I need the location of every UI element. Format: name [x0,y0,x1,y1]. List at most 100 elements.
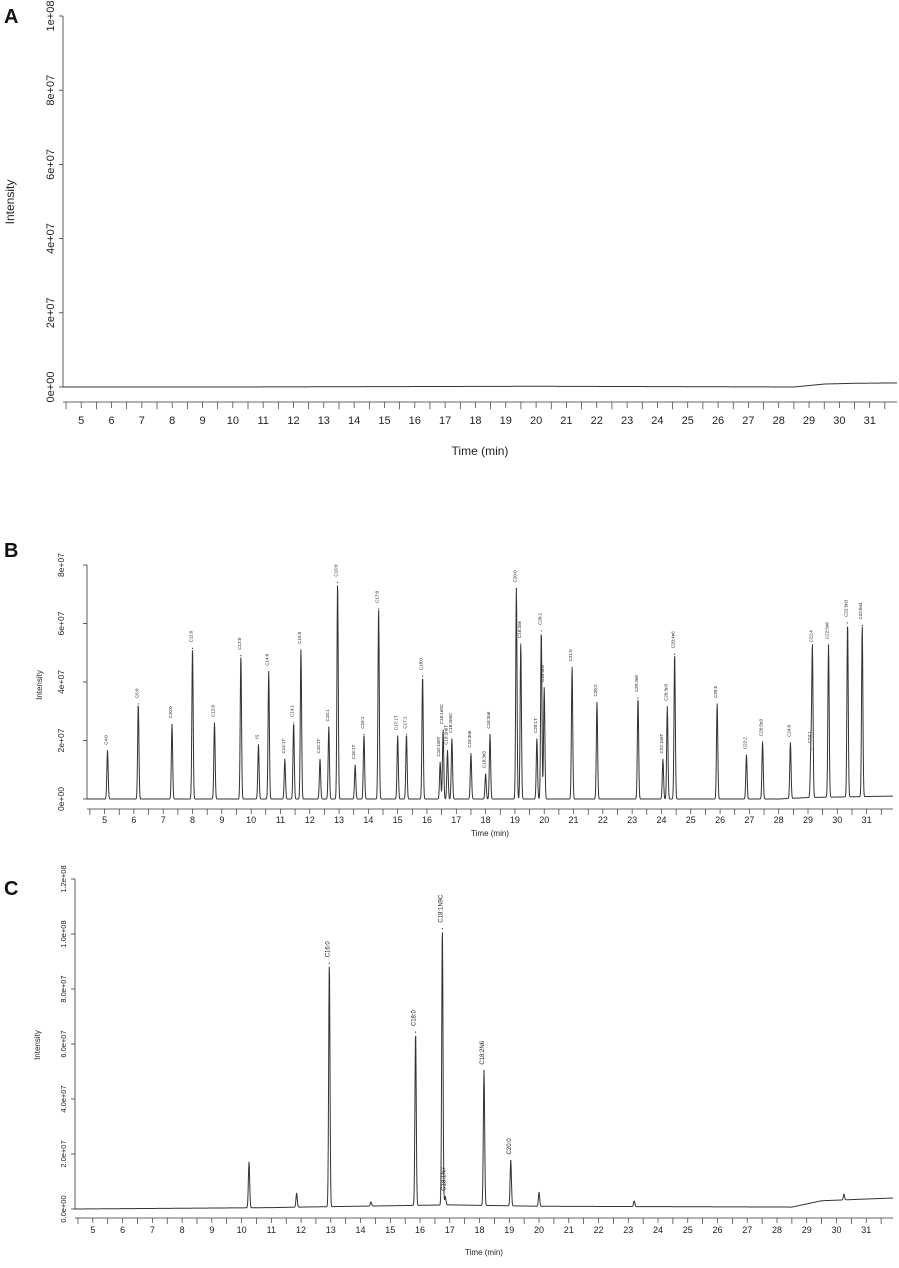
peak-label: C18:2n6T [444,725,449,745]
peak-apex [745,754,748,756]
panel-a: A 0e+00 2e+07 4e+07 6e+07 8e+07 1e+08 Intensit… [0,0,899,470]
chromatogram-c: 0.0e+00 2.0e+07 4.0e+07 6.0e+07 8.0e+07 1.0e+… [33,865,894,1257]
x-tick-label: 6 [108,415,114,427]
peak-label: C12:0 [210,704,215,717]
x-tick-label: 6 [120,1225,125,1235]
peak-label: C24:1 [807,731,812,744]
peak-label: C10:0 [168,706,173,719]
peak-label: C17:1T [394,715,399,730]
x-tick-label: 22 [591,415,603,427]
peak-label: C14:1 [290,704,295,717]
peak-apex [666,706,668,708]
peak-apex [540,630,542,632]
y-tick-label: 1e+08 [45,1,57,32]
peak-label: C11:0 [189,630,194,642]
y-tick-label: 4e+07 [45,223,57,254]
peak-apex [843,1193,845,1195]
peak-label: C18:1n9C [439,703,444,724]
peak-label: C20:0 [512,570,517,583]
peak-apex [827,644,830,646]
peak-label: C22:1n9T [659,733,664,753]
peak-apex [397,735,399,737]
peak-label: C18:2n6 [517,620,522,638]
peak-label: C18:0 [419,658,424,671]
x-tick-label: 16 [422,815,432,825]
y-tick-label: 1.0e+08 [59,920,68,947]
y-tick-label: 0.0e+00 [59,1195,68,1222]
y-tick-label: 2.0e+07 [59,1140,68,1167]
peak-label: C17:1 [402,716,407,729]
x-tick-label: 21 [569,815,579,825]
x-tick-label: 22 [598,815,608,825]
peak-apex [405,734,408,736]
peak-label: C20:4n6 [671,631,676,649]
x-tick-label: 29 [803,415,815,427]
x-tick-label: 26 [712,1225,722,1235]
x-tick-label: 19 [500,415,512,427]
chromatogram-b: 0e+00 2e+07 4e+07 6e+07 8e+07 Intensity 5 6 7 8 9 1… [35,553,894,838]
x-tick-label: 28 [772,1225,782,1235]
x-tick-label: 9 [199,415,205,427]
peak-label: C18:3n3 [482,751,487,769]
peak-apex [662,758,664,761]
x-tick-label: 25 [682,415,694,427]
x-tick-label: 19 [510,815,520,825]
x-tick-label: 29 [803,815,813,825]
peak-apex [336,581,339,584]
x-tick-label: 12 [305,815,315,825]
y-tick-label: 6e+07 [45,149,57,180]
chromatogram-a: 0e+00 2e+07 4e+07 6e+07 8e+07 1e+08 Intensity 5… [3,1,898,458]
peak-apex [171,723,173,726]
x-tick-label: 14 [348,415,360,427]
peak-apex [761,741,764,743]
peak-apex [543,687,545,689]
y-tick-label: 4e+07 [56,670,66,694]
x-tick-label: 5 [90,1225,95,1235]
peak-label: C18:1N9C [438,894,444,923]
x-tick-label: 16 [409,415,421,427]
peak-apex [846,622,849,624]
x-tick-label: 28 [774,815,784,825]
x-tick-label: 21 [564,1225,574,1235]
x-tick-label: 10 [227,415,239,427]
x-tick-label: 23 [627,815,637,825]
peak-apex [716,703,718,705]
y-tick-label: 8e+07 [45,75,57,106]
x-tick-label: 8 [190,815,195,825]
x-tick-label: 17 [439,415,451,427]
peak-apex [257,744,260,746]
x-tick-label: 30 [831,1225,841,1235]
x-tick-label: 20 [539,815,549,825]
peak-label: C16:0 [334,564,339,577]
x-tick-label: 25 [683,1225,693,1235]
x-tick-label: 5 [78,415,84,427]
x-tick-label: 18 [475,1225,485,1235]
x-tick-label: 31 [861,1225,871,1235]
x-tick-label: 30 [832,815,842,825]
peak-apex [596,701,598,704]
x-tick-label: 13 [334,815,344,825]
peak-label: C4:0 [104,735,109,745]
peak-apex [810,748,812,750]
peak-apex [354,764,356,766]
peak-label: C6:0 [134,688,139,698]
peak-apex [633,1200,635,1202]
peak-label: C18:2n6C [448,712,453,733]
panel-c: C 0.0e+00 2.0e+07 4.0e+07 6.0e+07 8.0e+07 1.0… [0,840,899,1268]
x-tick-label: 8 [180,1225,185,1235]
peak-apex [300,649,302,651]
x-tick-label: 30 [833,415,845,427]
peak-apex [444,1196,446,1198]
chromatogram-trace [86,585,894,800]
x-tick-label: 21 [560,415,572,427]
y-tick-label: 8e+07 [56,553,66,577]
peak-apex [191,647,194,649]
x-tick-label: 24 [656,815,666,825]
y-axis-label: Intensity [3,180,17,225]
x-tick-label: 31 [864,415,876,427]
panel-label: C [4,878,19,900]
peak-label: C20:1 [537,612,542,625]
peak-apex [510,1159,512,1162]
x-tick-label: 5 [102,815,107,825]
x-tick-label: 22 [594,1225,604,1235]
